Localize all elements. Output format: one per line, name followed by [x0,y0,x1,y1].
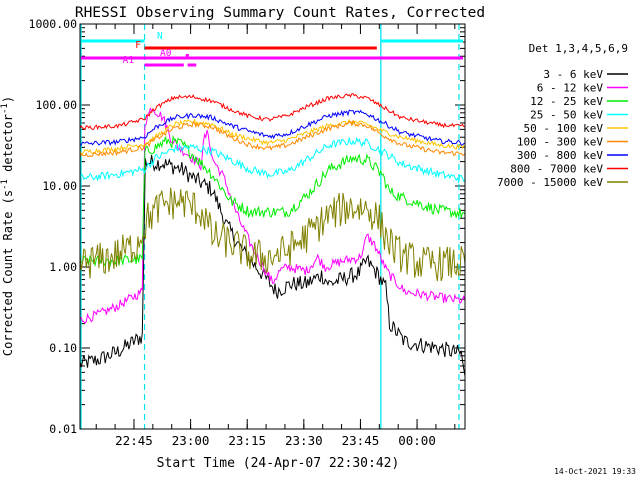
y-axis-label-exp2: -1 [0,103,10,114]
x-tick-label: 22:45 [115,433,153,448]
x-tick-label: 23:45 [342,433,380,448]
x-tick-label: 23:30 [285,433,323,448]
legend-label-3-6-kev: 3 - 6 keV [543,68,603,81]
series-line-100-300-kev [80,119,465,158]
y-axis-label-exp1: -1 [0,179,10,190]
footer-date: 14-Oct-2021 19:33 [554,467,636,476]
series-line-25-50-kev [80,136,465,185]
series-line-7000-15000-kev [80,187,465,282]
flag-label-a1: A1 [123,55,135,66]
legend-label-300-800-kev: 300 - 800 keV [517,149,603,162]
series-layer [80,93,465,377]
series-line-300-800-kev [80,109,465,147]
chart-title: RHESSI Observing Summary Count Rates, Co… [75,5,485,21]
legend-label-6-12-kev: 6 - 12 keV [537,82,604,95]
y-axis-label-main: Corrected Count Rate (s [1,190,15,356]
y-tick-label: 10.00 [42,179,77,193]
x-tick-label: 23:00 [172,433,210,448]
x-tick-label: 23:15 [228,433,266,448]
series-line-12-25-kev [80,134,465,268]
y-axis-label-mid: detector [1,114,15,179]
y-tick-label: 0.10 [49,341,77,355]
series-line-3-6-kev [80,155,465,377]
y-tick-label: 1000.00 [29,17,78,31]
y-tick-label: 1.00 [49,260,77,274]
legend-label-100-300-kev: 100 - 300 keV [517,136,603,149]
series-line-50-100-kev [80,118,465,155]
legend-title: Det 1,3,4,5,6,9 [529,42,628,55]
legend-label-25-50-kev: 25 - 50 keV [530,109,603,122]
x-tick-labels: 22:45 23:00 23:15 23:30 23:45 00:00 [115,433,436,448]
legend-label-800-7000-kev: 800 - 7000 keV [510,163,603,176]
y-tick-labels: 0.01 0.10 1.00 10.00 100.00 1000.00 [29,17,78,436]
series-line-800-7000-kev [80,93,465,131]
legend-label-50-100-kev: 50 - 100 keV [524,122,604,135]
x-tick-label: 00:00 [398,433,436,448]
flag-dot-marker [185,54,189,57]
y-tick-label: 0.01 [49,422,77,436]
x-axis-label: Start Time (24-Apr-07 22:30:42) [157,456,400,471]
legend-label-7000-15000-kev: 7000 - 15000 keV [497,176,603,189]
legend-label-12-25-kev: 12 - 25 keV [530,95,603,108]
y-tick-label: 100.00 [35,98,77,112]
y-axis-label: Corrected Count Rate (s-1 detector-1) [0,96,15,356]
flag-label-n: N [157,31,163,42]
axes-layer [80,23,465,430]
flag-label-f: F [135,40,141,51]
flag-bar-layer: N F A0 A1 [81,31,463,67]
plot-frame [79,23,466,430]
y-axis-label-end: ) [1,96,15,103]
flag-label-a0: A0 [160,48,172,59]
